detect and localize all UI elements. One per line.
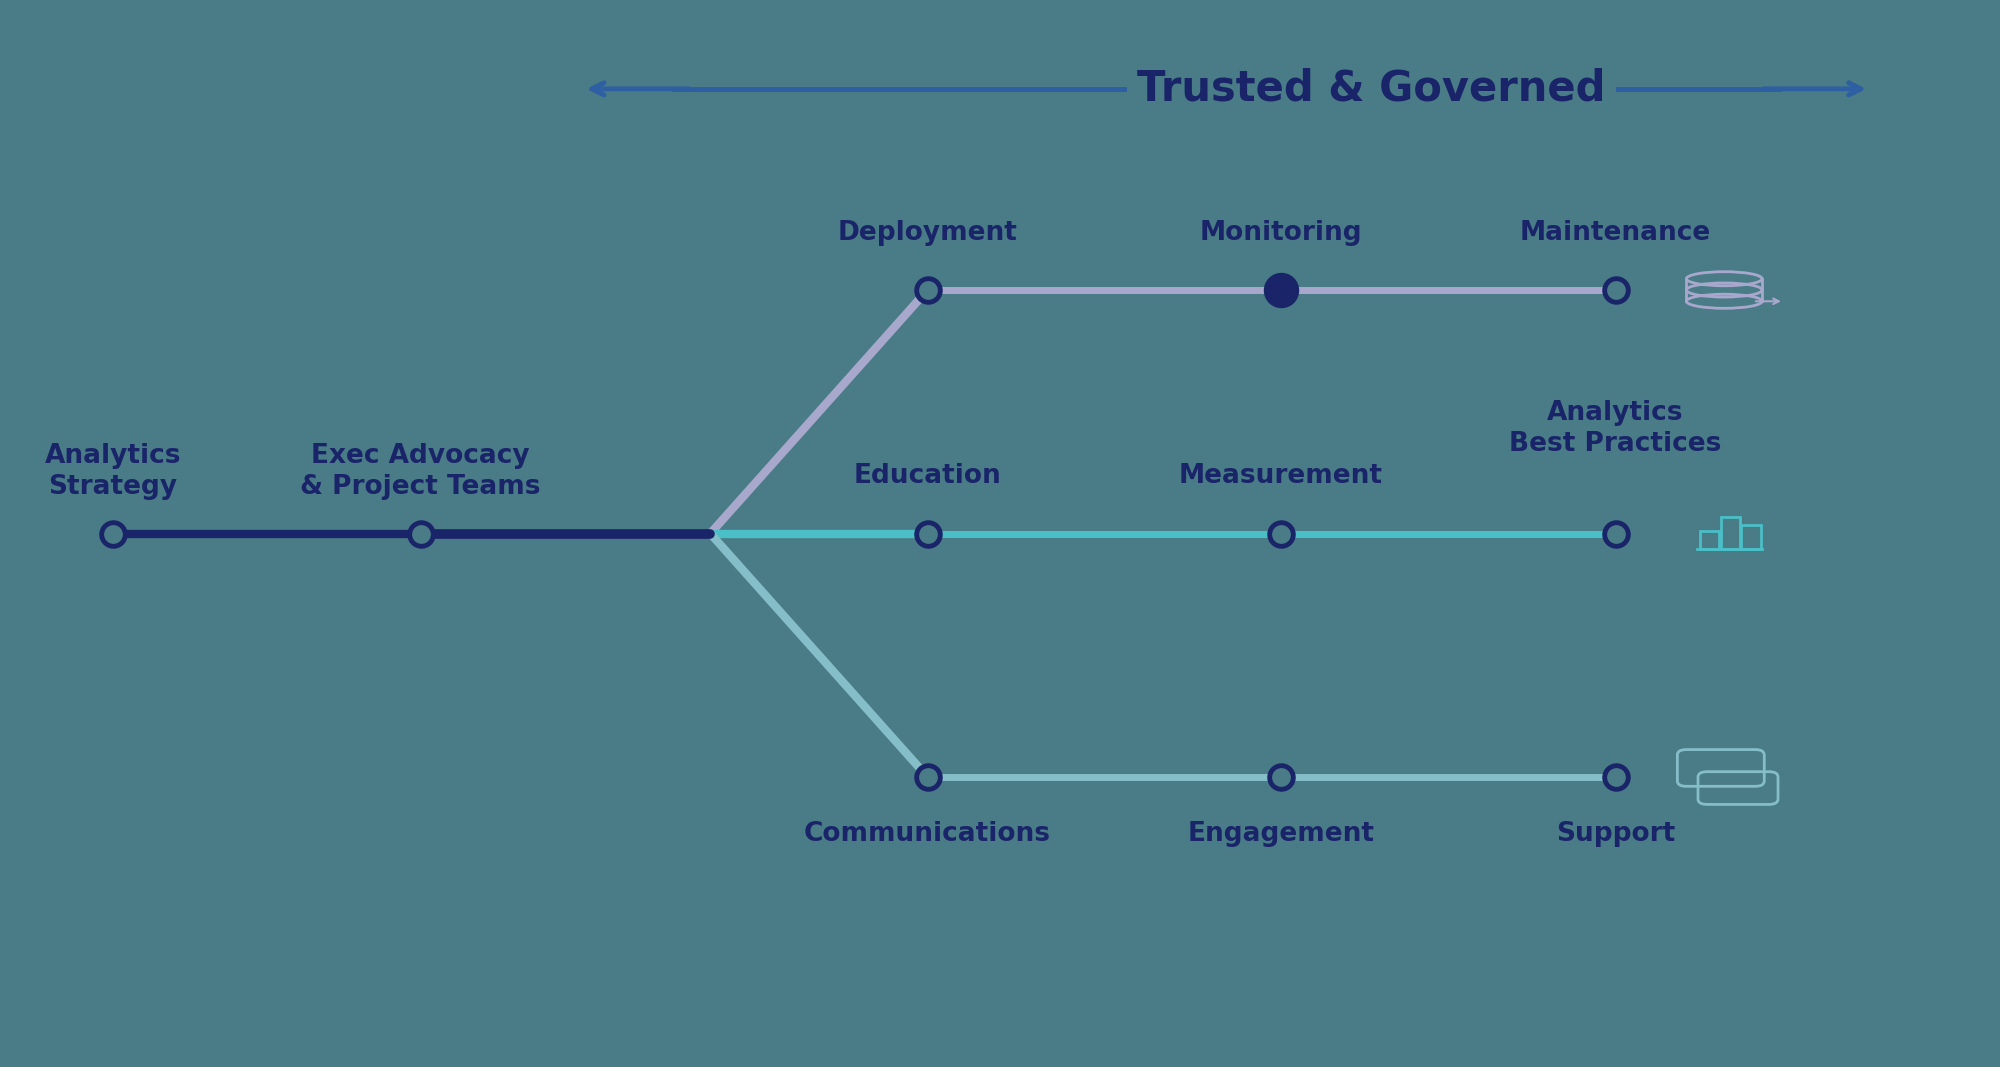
Text: Engagement: Engagement xyxy=(1188,822,1374,847)
Text: Education: Education xyxy=(854,463,1002,489)
Bar xyxy=(1720,516,1740,548)
Text: Communications: Communications xyxy=(804,822,1052,847)
Bar xyxy=(1742,525,1760,548)
Text: Analytics
Strategy: Analytics Strategy xyxy=(44,443,182,499)
Text: Maintenance: Maintenance xyxy=(1520,220,1712,245)
Text: Measurement: Measurement xyxy=(1178,463,1382,489)
Bar xyxy=(1700,530,1720,548)
Text: Analytics
Best Practices: Analytics Best Practices xyxy=(1510,400,1722,458)
Text: Deployment: Deployment xyxy=(838,220,1018,245)
Text: Exec Advocacy
& Project Teams: Exec Advocacy & Project Teams xyxy=(300,443,540,499)
Text: Trusted & Governed: Trusted & Governed xyxy=(1136,68,1606,110)
Text: Monitoring: Monitoring xyxy=(1200,220,1362,245)
Text: Support: Support xyxy=(1556,822,1676,847)
